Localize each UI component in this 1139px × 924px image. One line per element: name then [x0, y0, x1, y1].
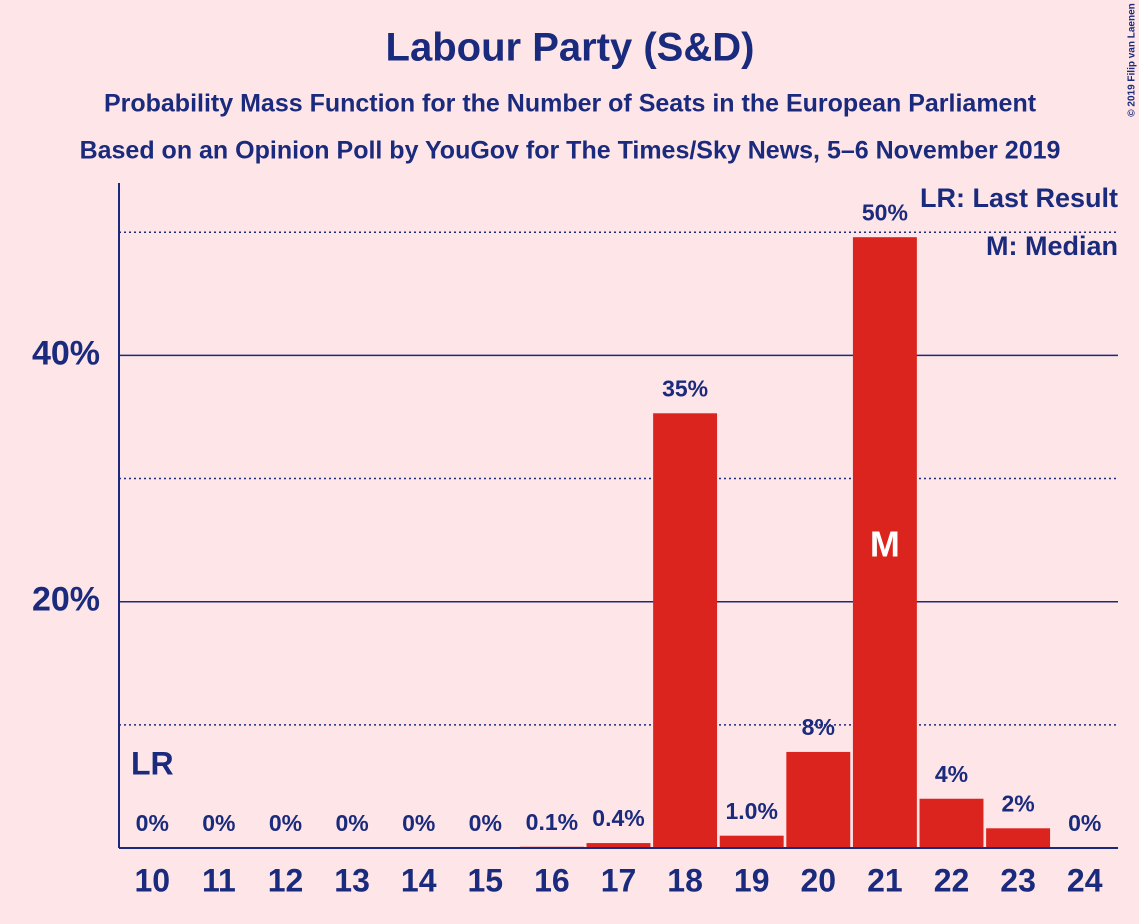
x-tick-label: 21	[867, 862, 903, 898]
x-tick-label: 22	[934, 862, 970, 898]
chart-title: Labour Party (S&D)	[386, 26, 755, 70]
bar	[986, 828, 1051, 848]
median-marker: M	[870, 524, 900, 565]
x-tick-label: 10	[135, 862, 171, 898]
value-label: 2%	[1001, 790, 1034, 816]
bar	[719, 835, 784, 848]
value-label: 50%	[862, 199, 908, 225]
x-tick-label: 14	[401, 862, 437, 898]
y-tick-label: 40%	[32, 334, 100, 372]
bar	[786, 751, 851, 848]
bar	[852, 237, 917, 848]
x-tick-label: 15	[468, 862, 504, 898]
x-tick-label: 19	[734, 862, 770, 898]
x-tick-label: 16	[534, 862, 570, 898]
value-label: 0%	[402, 810, 435, 836]
legend-entry: LR: Last Result	[920, 183, 1118, 213]
value-label: 1.0%	[725, 798, 777, 824]
chart-subtitle: Probability Mass Function for the Number…	[104, 90, 1037, 118]
value-label: 8%	[802, 714, 835, 740]
value-label: 0%	[269, 810, 302, 836]
value-label: 0%	[136, 810, 169, 836]
bar	[653, 413, 718, 848]
x-tick-label: 13	[334, 862, 370, 898]
value-label: 0%	[469, 810, 502, 836]
x-tick-label: 23	[1000, 862, 1036, 898]
last-result-marker: LR	[131, 745, 174, 781]
value-label: 4%	[935, 761, 968, 787]
value-label: 35%	[662, 375, 708, 401]
bar	[586, 843, 651, 848]
value-label: 0%	[202, 810, 235, 836]
value-label: 0%	[335, 810, 368, 836]
x-tick-label: 12	[268, 862, 304, 898]
legend-entry: M: Median	[986, 231, 1118, 261]
value-label: 0%	[1068, 810, 1101, 836]
bar	[919, 798, 984, 848]
x-tick-label: 11	[202, 862, 236, 898]
value-label: 0.1%	[526, 809, 578, 835]
x-tick-label: 17	[601, 862, 637, 898]
y-tick-label: 20%	[32, 581, 100, 619]
x-tick-label: 24	[1067, 862, 1103, 898]
x-tick-label: 20	[801, 862, 837, 898]
x-tick-label: 18	[667, 862, 703, 898]
value-label: 0.4%	[592, 805, 644, 831]
chart-subtitle: Based on an Opinion Poll by YouGov for T…	[80, 137, 1061, 165]
copyright: © 2019 Filip van Laenen	[1127, 3, 1138, 117]
